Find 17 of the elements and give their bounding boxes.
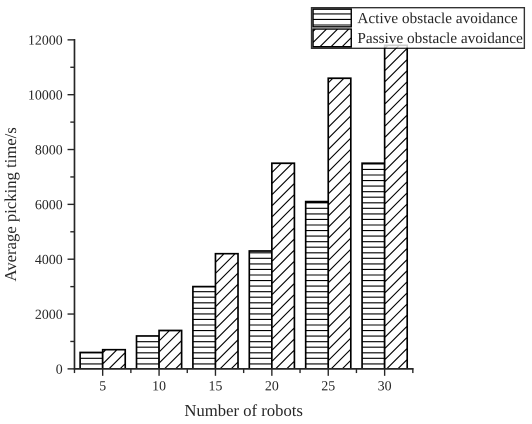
y-tick-label: 10000: [29, 90, 62, 100]
y-tick-label: 2000: [36, 310, 62, 319]
legend-label: Active obstacle avoidance: [358, 12, 518, 24]
y-tick-label: 8000: [35, 145, 62, 154]
y-tick-label: 12000: [29, 35, 62, 45]
x-tick-label: 25: [322, 381, 335, 390]
y-tick-label: 4000: [35, 254, 62, 264]
x-tick-label: 10: [153, 381, 166, 390]
x-tick-label: 15: [210, 381, 222, 390]
x-tick-label: 20: [266, 381, 278, 390]
y-tick-label: 0: [56, 364, 62, 374]
x-tick-label: 5: [100, 381, 106, 390]
y-tick-label: 6000: [35, 200, 62, 210]
legend-label: Passive obstacle avoidance: [358, 32, 522, 44]
x-axis-title: Number of robots: [184, 404, 302, 416]
y-axis-title: Average picking time/s: [4, 128, 20, 282]
x-tick-label: 30: [378, 381, 392, 390]
